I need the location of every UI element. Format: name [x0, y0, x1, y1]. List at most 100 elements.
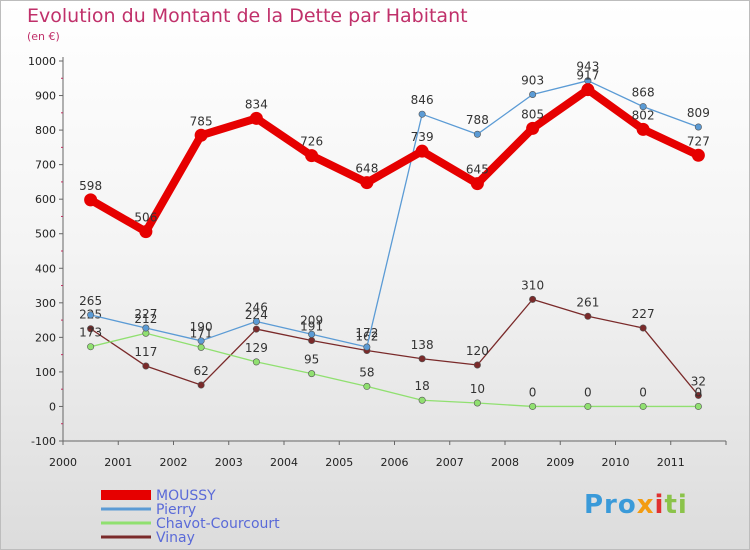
- data-point: [418, 110, 426, 118]
- data-label: 10: [470, 382, 485, 396]
- data-label: 246: [245, 300, 268, 314]
- data-point: [529, 402, 537, 410]
- x-tick-label: 2006: [381, 456, 409, 469]
- data-point: [84, 193, 98, 207]
- legend-swatch: [101, 535, 151, 539]
- data-point: [142, 362, 150, 370]
- data-point: [415, 144, 429, 158]
- data-point: [87, 343, 95, 351]
- data-label: 809: [687, 106, 710, 120]
- x-tick-label: 2008: [491, 456, 519, 469]
- y-tick-label: 900: [35, 90, 56, 103]
- data-label: 645: [466, 163, 489, 177]
- data-point: [529, 91, 537, 99]
- y-tick-label: 200: [35, 331, 56, 344]
- y-tick-label: 1000: [28, 55, 56, 68]
- data-label: 95: [304, 353, 319, 367]
- data-point: [197, 343, 205, 351]
- data-label: 788: [466, 113, 489, 127]
- data-point: [308, 330, 316, 338]
- data-label: 209: [300, 313, 323, 327]
- legend-swatch: [101, 490, 151, 500]
- data-label: 805: [521, 107, 544, 121]
- data-point: [584, 312, 592, 320]
- data-label: 648: [355, 162, 378, 176]
- data-point: [470, 177, 484, 191]
- data-label: 0: [639, 385, 647, 399]
- data-label: 834: [245, 97, 268, 111]
- data-label: 129: [245, 341, 268, 355]
- legend-swatch: [101, 507, 151, 511]
- data-label: 138: [411, 338, 434, 352]
- data-label: 172: [355, 326, 378, 340]
- x-tick-label: 2005: [325, 456, 353, 469]
- data-point: [473, 399, 481, 407]
- data-label: 58: [359, 365, 374, 379]
- series-line-Vinay: [90, 298, 699, 396]
- data-label: 261: [576, 295, 599, 309]
- data-point: [418, 396, 426, 404]
- y-tick-label: 500: [35, 228, 56, 241]
- data-label: 173: [79, 326, 102, 340]
- data-point: [694, 402, 702, 410]
- data-label: 917: [576, 69, 599, 83]
- y-tick-label: 300: [35, 297, 56, 310]
- data-label: 227: [134, 307, 157, 321]
- data-label: 120: [466, 344, 489, 358]
- data-label: 310: [521, 278, 544, 292]
- data-point: [363, 382, 371, 390]
- legend-label: Pierry: [156, 502, 196, 518]
- x-tick-label: 2002: [160, 456, 188, 469]
- data-label: 212: [134, 312, 157, 326]
- data-point: [473, 361, 481, 369]
- series-line-Chavot-Courcourt: [90, 332, 699, 408]
- data-point: [473, 130, 481, 138]
- data-label: 224: [245, 308, 268, 322]
- data-point: [694, 391, 702, 399]
- data-point: [194, 128, 208, 142]
- data-point: [197, 381, 205, 389]
- data-label: 0: [695, 385, 703, 399]
- y-tick-label: 700: [35, 159, 56, 172]
- data-point: [305, 149, 319, 163]
- data-point: [363, 343, 371, 351]
- data-label: 171: [190, 326, 213, 340]
- data-label: 726: [300, 135, 323, 149]
- legend-swatch: [101, 521, 151, 525]
- data-point: [249, 111, 263, 125]
- data-point: [526, 121, 540, 135]
- data-label: 62: [193, 364, 208, 378]
- data-point: [639, 402, 647, 410]
- x-tick-label: 2003: [215, 456, 243, 469]
- data-label: 868: [632, 86, 655, 100]
- y-tick-label: -100: [31, 435, 56, 448]
- data-label: 802: [632, 108, 655, 122]
- data-point: [139, 225, 153, 239]
- y-tick-label: 600: [35, 193, 56, 206]
- data-label: 739: [411, 130, 434, 144]
- data-label: 785: [190, 114, 213, 128]
- data-point: [252, 325, 260, 333]
- data-label: 598: [79, 179, 102, 193]
- legend-label: Vinay: [156, 530, 195, 546]
- data-label: 903: [521, 74, 544, 88]
- data-label: 32: [691, 374, 706, 388]
- data-point: [87, 325, 95, 333]
- data-label: 191: [300, 319, 323, 333]
- data-point: [197, 337, 205, 345]
- x-tick-label: 2001: [104, 456, 132, 469]
- data-label: 117: [134, 345, 157, 359]
- data-point: [639, 324, 647, 332]
- data-label: 190: [190, 320, 213, 334]
- data-point: [87, 311, 95, 319]
- proxiti-logo: Proxiti: [584, 490, 688, 520]
- x-tick-label: 2010: [602, 456, 630, 469]
- data-label: 846: [411, 93, 434, 107]
- data-point: [584, 402, 592, 410]
- data-point: [360, 176, 374, 190]
- data-label: 0: [529, 385, 537, 399]
- legend-label: MOUSSY: [156, 488, 216, 504]
- data-point: [142, 324, 150, 332]
- data-label: 18: [414, 379, 429, 393]
